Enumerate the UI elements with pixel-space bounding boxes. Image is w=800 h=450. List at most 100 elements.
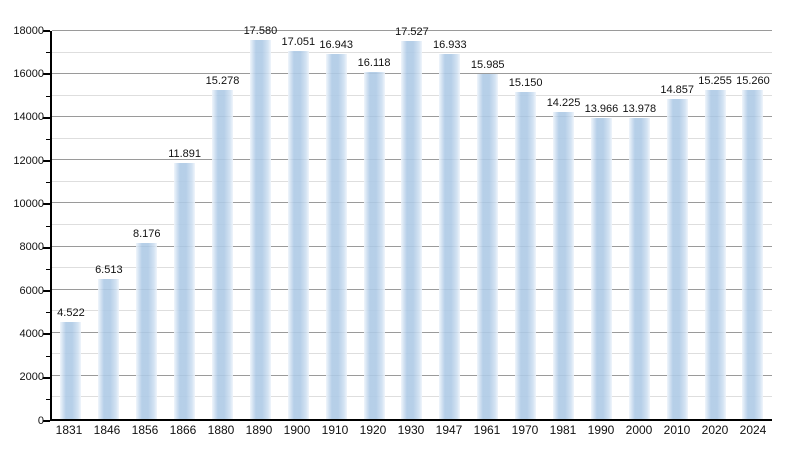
y-axis-tick <box>43 203 50 206</box>
bar-value-label: 14.857 <box>660 83 695 96</box>
x-tick-label: 2000 <box>625 423 653 437</box>
y-axis-tick <box>46 95 50 97</box>
x-tick-label: 1890 <box>245 423 273 437</box>
bar-slot: 14.225 <box>545 31 583 419</box>
y-axis-tick <box>46 355 50 357</box>
bar <box>553 112 575 419</box>
y-axis-tick <box>43 116 50 119</box>
bar <box>704 90 726 419</box>
bars: 4.522 6.513 8.176 11.891 15.278 17.580 17.051 1… <box>52 25 772 419</box>
bar-value-label: 17.580 <box>243 25 278 38</box>
y-axis-tick <box>46 52 50 54</box>
x-tick-label: 2024 <box>739 423 767 437</box>
bar-slot: 16.933 <box>431 31 469 419</box>
bar-slot: 14.857 <box>658 31 696 419</box>
y-axis-tick <box>43 290 50 292</box>
bar-slot: 15.260 <box>734 31 772 419</box>
bar <box>60 321 82 419</box>
y-tick-label: 14000 <box>13 111 44 124</box>
bar-slot: 15.255 <box>696 31 734 419</box>
bar-value-label: 4.522 <box>57 306 85 319</box>
x-tick-label: 1831 <box>55 423 83 437</box>
y-tick-label: 0 <box>37 414 44 427</box>
bar-value-label: 16.118 <box>357 56 391 69</box>
bar-slot: 8.176 <box>128 31 166 419</box>
bar-slot: 16.943 <box>317 31 355 419</box>
bar-value-label: 13.966 <box>584 102 619 115</box>
bar-slot: 16.118 <box>355 31 393 419</box>
x-tick-label: 1900 <box>283 423 311 437</box>
y-tick-label: 4000 <box>19 327 44 340</box>
bar-slot: 17.580 <box>241 25 279 419</box>
bar-slot: 17.051 <box>279 31 317 419</box>
y-axis-tick <box>43 420 50 422</box>
bar-slot: 6.513 <box>90 31 128 419</box>
bar <box>401 41 423 419</box>
x-tick-label: 1981 <box>549 423 577 437</box>
bar-slot: 13.966 <box>582 31 620 419</box>
bar <box>439 54 461 419</box>
y-tick-label: 18000 <box>13 24 44 37</box>
bar-value-label: 17.527 <box>395 26 429 39</box>
bar-value-label: 8.176 <box>132 227 161 240</box>
bar-slot: 17.527 <box>393 26 431 419</box>
bar <box>666 98 688 419</box>
y-axis-tick <box>46 268 50 270</box>
bar-value-label: 16.933 <box>433 39 467 51</box>
y-tick-label: 16000 <box>13 67 44 80</box>
x-tick-label: 1961 <box>473 423 501 437</box>
y-axis-tick <box>43 246 50 249</box>
bar-value-label: 13.978 <box>622 102 657 115</box>
plot-area: 4.522 6.513 8.176 11.891 15.278 17.580 17.051 1… <box>50 25 772 421</box>
bar-value-label: 16.943 <box>319 38 353 51</box>
x-tick-label: 1856 <box>131 423 159 437</box>
y-axis-tick <box>43 333 50 336</box>
x-tick-label: 1947 <box>435 423 463 437</box>
bar <box>98 278 120 419</box>
bar-slot: 13.978 <box>620 31 658 419</box>
bar-value-label: 14.225 <box>546 97 581 110</box>
x-tick-label: 1990 <box>587 423 615 437</box>
bar <box>325 53 347 419</box>
bar-value-label: 15.150 <box>508 77 543 90</box>
bar <box>477 74 499 419</box>
x-tick-label: 1930 <box>397 423 425 437</box>
x-tick-label: 1920 <box>359 423 387 437</box>
x-tick-label: 1880 <box>207 423 235 437</box>
x-tick-label: 1910 <box>321 423 349 437</box>
bar-slot: 15.985 <box>469 31 507 419</box>
bar <box>249 40 271 419</box>
bar-slot: 15.278 <box>204 31 242 419</box>
bar <box>628 117 650 419</box>
y-tick-label: 8000 <box>19 241 44 254</box>
y-axis-tick <box>46 398 50 400</box>
bar <box>136 242 158 419</box>
bar <box>515 92 537 419</box>
bar-value-label: 15.260 <box>736 75 770 88</box>
x-tick-label: 2020 <box>701 423 729 437</box>
y-tick-label: 10000 <box>13 197 44 210</box>
bar-value-label: 6.513 <box>95 263 123 276</box>
x-tick-label: 1970 <box>511 423 539 437</box>
bar-value-label: 15.985 <box>470 59 505 72</box>
bar <box>742 90 764 419</box>
bar-slot: 15.150 <box>507 31 545 419</box>
y-axis-tick <box>43 30 50 32</box>
bar <box>174 162 196 419</box>
y-axis-tick <box>46 182 50 184</box>
x-axis-labels: 1831 1846 1856 1866 1880 1890 1900 1910 1920 1930… <box>50 423 772 437</box>
y-axis-tick <box>46 312 50 314</box>
x-tick-label: 1866 <box>169 423 197 437</box>
y-axis-tick <box>43 73 50 76</box>
bar <box>590 117 612 419</box>
bar-value-label: 17.051 <box>281 36 316 49</box>
bar <box>363 71 385 419</box>
x-tick-label: 2010 <box>663 423 691 437</box>
y-tick-label: 6000 <box>19 284 44 297</box>
y-axis-tick <box>46 225 50 227</box>
x-tick-label: 1846 <box>93 423 121 437</box>
bar-slot: 11.891 <box>166 31 204 419</box>
bar-value-label: 15.278 <box>205 74 240 87</box>
bar <box>212 89 233 419</box>
